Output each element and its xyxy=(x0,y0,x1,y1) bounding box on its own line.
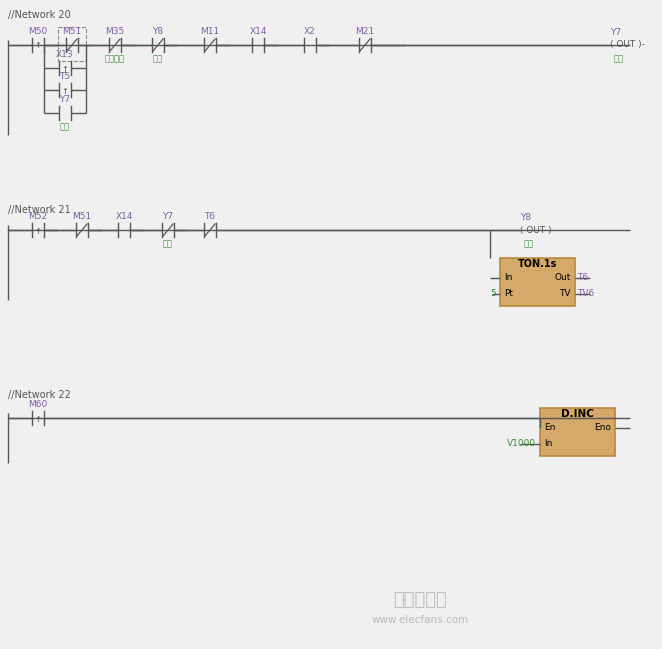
Bar xyxy=(58,27,86,61)
Text: 电子发烧友: 电子发烧友 xyxy=(393,591,447,609)
Text: M35: M35 xyxy=(105,27,124,36)
Text: Y7: Y7 xyxy=(162,212,173,221)
Text: 入反: 入反 xyxy=(153,54,163,63)
Text: M52: M52 xyxy=(28,212,48,221)
Text: ↑: ↑ xyxy=(62,64,68,73)
Text: TV6: TV6 xyxy=(577,289,594,299)
Text: D.INC: D.INC xyxy=(561,409,594,419)
Text: M11: M11 xyxy=(201,27,220,36)
Text: 入正: 入正 xyxy=(614,54,624,63)
Text: TON.1s: TON.1s xyxy=(518,259,557,269)
Text: M51: M51 xyxy=(62,27,81,36)
Text: Y7: Y7 xyxy=(60,95,71,104)
Text: 入正: 入正 xyxy=(163,239,173,248)
Text: X14: X14 xyxy=(115,212,133,221)
Text: 5: 5 xyxy=(491,289,496,299)
Text: M50: M50 xyxy=(28,27,48,36)
Text: X13: X13 xyxy=(56,50,73,59)
Text: V1000: V1000 xyxy=(507,439,536,448)
Text: ↑: ↑ xyxy=(34,42,42,51)
Text: //Network 22: //Network 22 xyxy=(8,390,71,400)
Text: X2: X2 xyxy=(304,27,316,36)
Text: In: In xyxy=(504,273,512,282)
Text: Y8: Y8 xyxy=(152,27,164,36)
Text: In: In xyxy=(544,439,552,448)
Text: Pt: Pt xyxy=(504,289,513,299)
Text: ( OUT )-: ( OUT )- xyxy=(610,40,645,49)
Text: T5: T5 xyxy=(60,72,71,81)
Text: Out: Out xyxy=(555,273,571,282)
Text: T6: T6 xyxy=(577,273,588,282)
Text: X14: X14 xyxy=(250,27,267,36)
Text: //Network 20: //Network 20 xyxy=(8,10,71,20)
Text: www.elecfans.com: www.elecfans.com xyxy=(371,615,469,625)
Text: M60: M60 xyxy=(28,400,48,409)
Text: ( OUT )-: ( OUT )- xyxy=(520,225,555,234)
Text: Y8: Y8 xyxy=(520,213,531,222)
Text: ↑: ↑ xyxy=(62,86,68,95)
Text: 故障停机: 故障停机 xyxy=(105,54,125,63)
Text: 入正: 入正 xyxy=(60,122,70,131)
Text: TV: TV xyxy=(559,289,571,299)
Bar xyxy=(540,408,615,456)
Text: ↑: ↑ xyxy=(34,227,42,236)
Text: M21: M21 xyxy=(355,27,375,36)
Text: T6: T6 xyxy=(205,212,216,221)
Text: En: En xyxy=(544,424,555,432)
Text: Y7: Y7 xyxy=(610,28,621,37)
Text: 入反: 入反 xyxy=(524,239,534,248)
Bar xyxy=(500,258,575,306)
Text: //Network 21: //Network 21 xyxy=(8,205,71,215)
Text: M51: M51 xyxy=(72,212,91,221)
Text: Eno: Eno xyxy=(594,424,611,432)
Text: ↑: ↑ xyxy=(34,415,42,424)
